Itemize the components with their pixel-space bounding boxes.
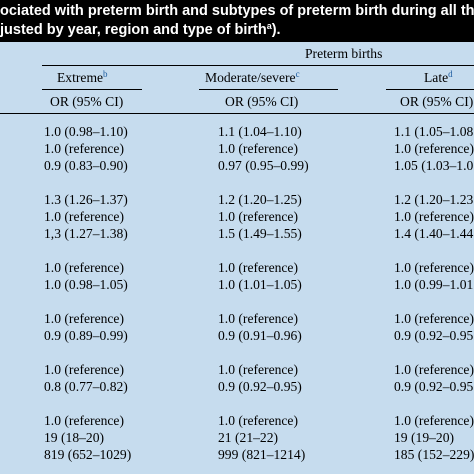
- table-cell: 1.0 (0.99–1.01: [394, 277, 474, 292]
- table-cell: 1.0 (reference): [218, 362, 298, 377]
- subheader-or-ci-late: OR (95% CI): [400, 94, 474, 109]
- column-header-late: Lated: [424, 69, 453, 86]
- table-cell: 1.2 (1.20–1.23: [394, 192, 474, 207]
- table-cell: 1.5 (1.49–1.55): [218, 226, 302, 241]
- table-cell: 1.0 (reference): [44, 141, 124, 156]
- table-cell: 1.0 (reference): [44, 311, 124, 326]
- table-cell: 1.0 (reference): [394, 260, 474, 275]
- table-cell: 1.2 (1.20–1.25): [218, 192, 302, 207]
- table-caption: ociated with preterm birth and subtypes …: [0, 0, 474, 42]
- table-cell: 0.8 (0.77–0.82): [44, 379, 128, 394]
- caption-line-2: justed by year, region and type of birth…: [0, 21, 281, 40]
- table-cell: 19 (18–20): [44, 430, 105, 445]
- table-cell: 1.0 (reference): [394, 311, 474, 326]
- table-cell: 1.0 (reference): [218, 413, 298, 428]
- table-cell: 0.9 (0.92–0.95: [394, 328, 474, 343]
- table-cell: 1.1 (1.04–1.10): [218, 124, 302, 139]
- caption-line-2-text: justed by year, region and type of birth: [0, 22, 267, 38]
- table-cell: 1,3 (1.27–1.38): [44, 226, 128, 241]
- table-cell: 19 (19–20): [394, 430, 455, 445]
- table-cell: 0.97 (0.95–0.99): [218, 158, 309, 173]
- table-cell: 1.0 (1.01–1.05): [218, 277, 302, 292]
- header-bottom-rule: [0, 113, 474, 114]
- column-header-extreme: Extremeb: [57, 69, 108, 86]
- column-rule-moderate-severe: [199, 89, 338, 90]
- group-header-rule: [42, 65, 474, 66]
- table-cell: 0.9 (0.91–0.96): [218, 328, 302, 343]
- table-cell: 1.0 (reference): [44, 362, 124, 377]
- table-cell: 1.0 (reference): [394, 413, 474, 428]
- table-cell: 1.1 (1.05–1.08: [394, 124, 474, 139]
- table-cell: 1.0 (reference): [394, 362, 474, 377]
- table-cell: 1.0 (reference): [394, 209, 474, 224]
- table-cell: 1.0 (reference): [394, 141, 474, 156]
- table-cell: 1.0 (reference): [44, 209, 124, 224]
- table-cell: 1.3 (1.26–1.37): [44, 192, 128, 207]
- table-cell: 0.9 (0.92–0.95: [394, 379, 474, 394]
- table-cell: 1.0 (0.98–1.05): [44, 277, 128, 292]
- table-cell: 0.9 (0.83–0.90): [44, 158, 128, 173]
- table-cell: 0.9 (0.89–0.99): [44, 328, 128, 343]
- subheader-or-ci-moderate-severe: OR (95% CI): [225, 94, 299, 109]
- table-cell: 1.05 (1.03–1.0: [394, 158, 474, 173]
- table-cell: 1.0 (reference): [218, 141, 298, 156]
- table-cell: 1.0 (reference): [218, 209, 298, 224]
- table-cell: 1.0 (reference): [44, 260, 124, 275]
- table-cell: 1.0 (reference): [218, 311, 298, 326]
- table-cell: 999 (821–1214): [218, 447, 306, 462]
- column-rule-extreme: [42, 89, 142, 90]
- column-rule-late: [386, 89, 474, 90]
- subheader-or-ci-extreme: OR (95% CI): [50, 94, 124, 109]
- column-header-moderate-severe: Moderate/severec: [205, 69, 300, 86]
- table-cell: 1.0 (reference): [44, 413, 124, 428]
- table-cell: 185 (152–229): [394, 447, 474, 462]
- table-cell: 1.0 (0.98–1.10): [44, 124, 128, 139]
- caption-footnote-marker: a: [266, 21, 272, 31]
- table-cell: 1.0 (reference): [218, 260, 298, 275]
- table-cell: 21 (21–22): [218, 430, 279, 445]
- caption-line-1: ociated with preterm birth and subtypes …: [0, 3, 474, 19]
- table-cell: 1.4 (1.40–1.44: [394, 226, 474, 241]
- table-cell: 0.9 (0.92–0.95): [218, 379, 302, 394]
- group-header-preterm-births: Preterm births: [305, 46, 383, 61]
- caption-line-2-end: ).: [271, 22, 281, 38]
- table-cell: 819 (652–1029): [44, 447, 132, 462]
